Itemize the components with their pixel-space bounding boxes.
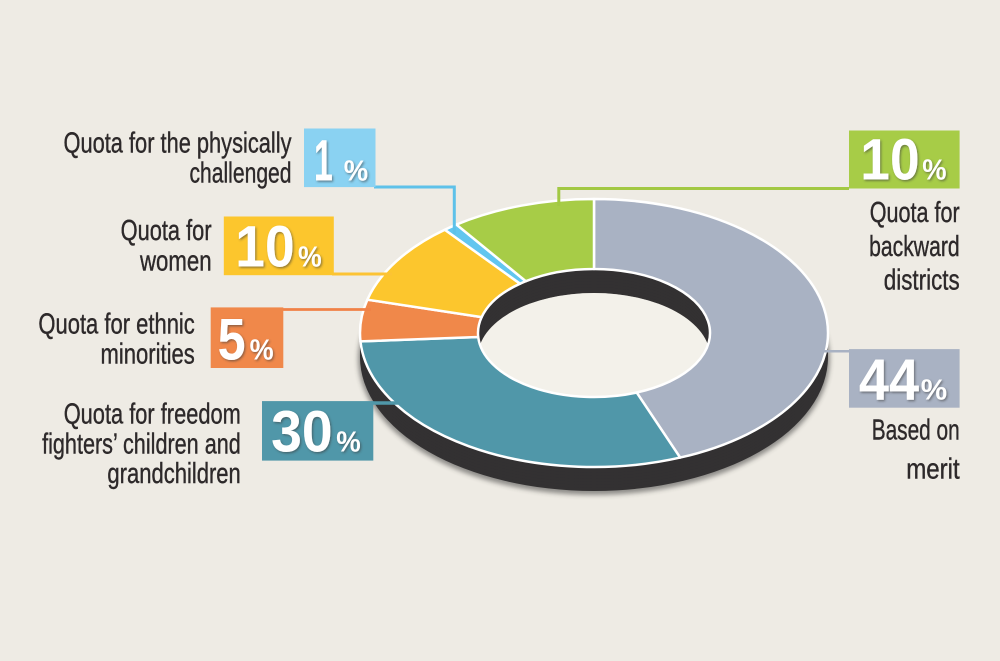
svg-text:Quota for: Quota for: [121, 215, 212, 247]
svg-text:30: 30: [271, 400, 333, 465]
svg-text:Quota for freedom: Quota for freedom: [64, 398, 241, 430]
svg-text:%: %: [250, 335, 274, 367]
svg-text:44: 44: [859, 347, 919, 412]
svg-text:5: 5: [218, 308, 246, 373]
svg-text:1: 1: [314, 129, 333, 194]
svg-text:minorities: minorities: [101, 339, 195, 371]
svg-text:%: %: [921, 374, 948, 406]
svg-text:10: 10: [235, 214, 294, 279]
svg-text:merit: merit: [906, 453, 960, 485]
svg-text:%: %: [344, 156, 369, 188]
svg-text:%: %: [336, 427, 361, 459]
svg-text:grandchildren: grandchildren: [107, 458, 240, 490]
svg-text:%: %: [298, 241, 322, 273]
svg-text:%: %: [922, 155, 946, 187]
svg-text:Quota for the physically: Quota for the physically: [64, 128, 292, 160]
svg-text:districts: districts: [884, 265, 960, 297]
svg-text:10: 10: [860, 128, 919, 193]
svg-text:challenged: challenged: [190, 158, 292, 190]
svg-text:Quota for ethnic: Quota for ethnic: [38, 309, 194, 341]
svg-text:Based on: Based on: [872, 415, 960, 447]
svg-text:women: women: [139, 246, 211, 278]
svg-text:backward: backward: [869, 231, 960, 263]
svg-text:fighters’ children and: fighters’ children and: [42, 428, 241, 460]
svg-text:Quota for: Quota for: [870, 197, 960, 229]
